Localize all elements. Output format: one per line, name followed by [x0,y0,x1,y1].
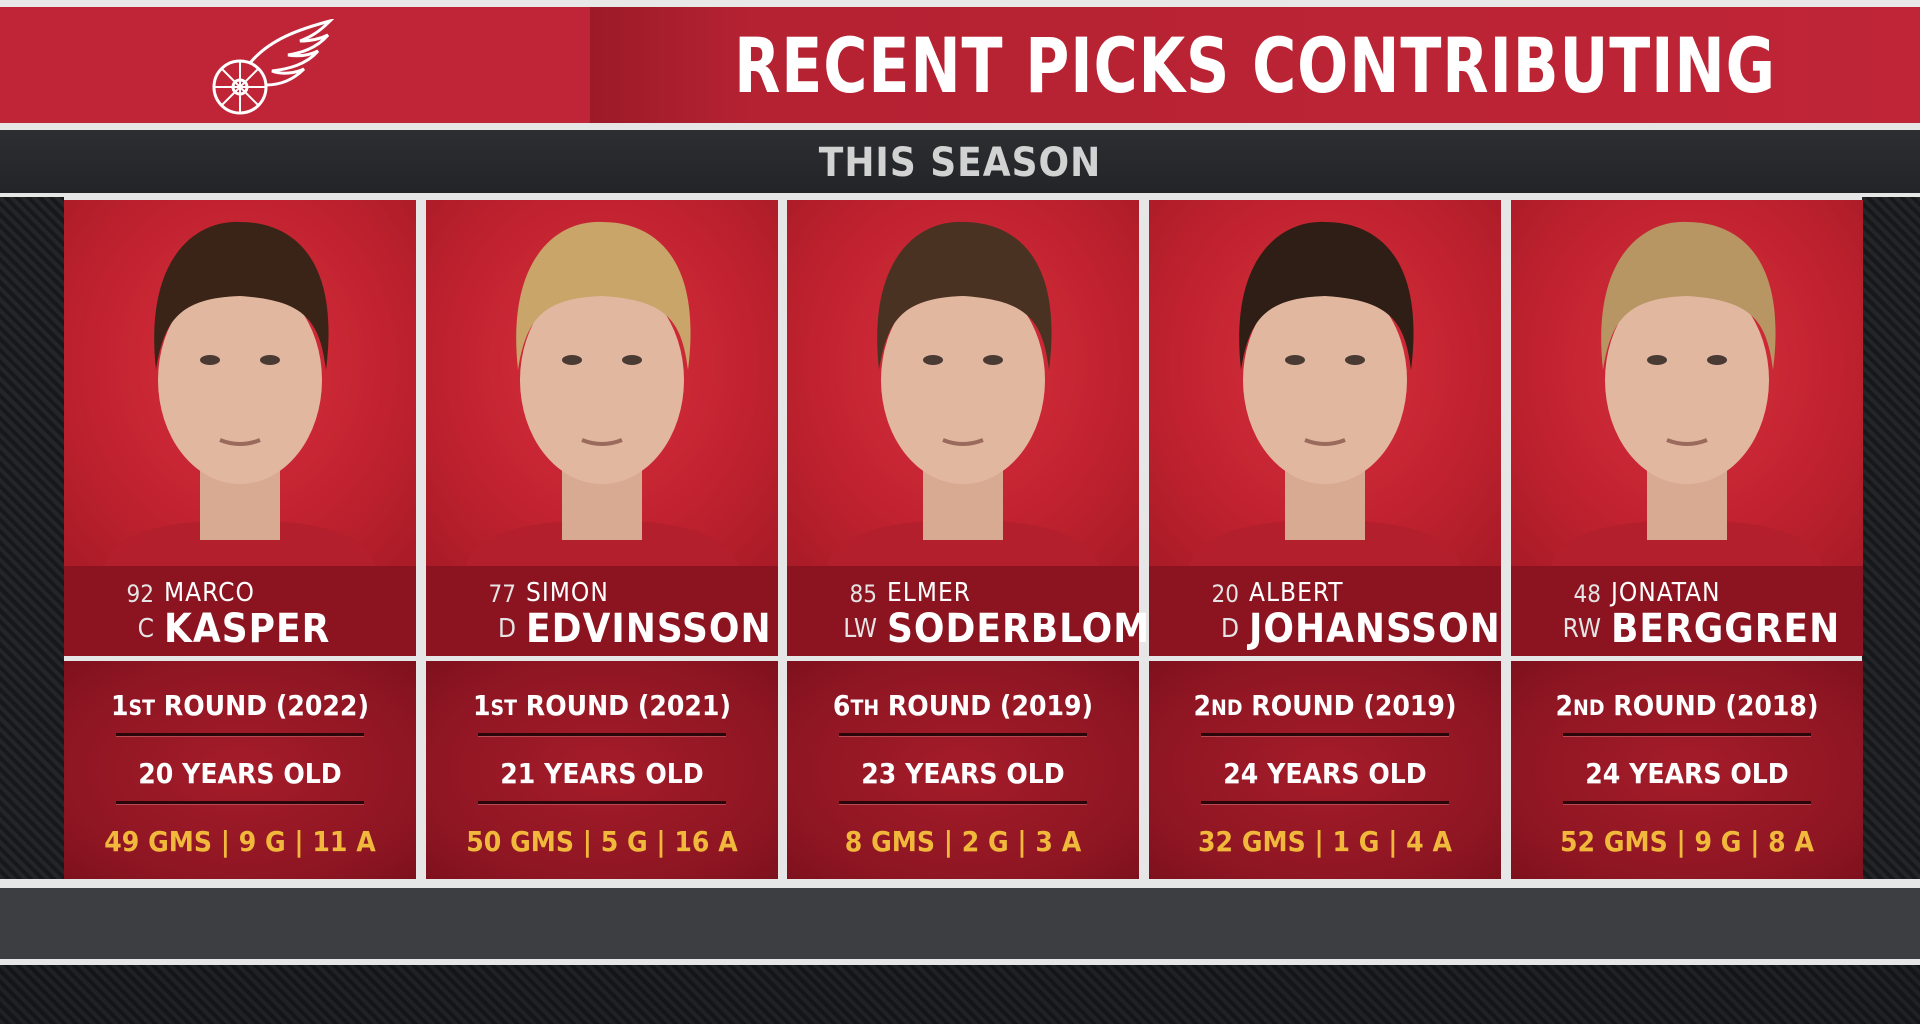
side-pattern-left [0,197,64,879]
jersey-number: 85 [849,580,877,608]
round-suffix: TH [850,696,880,720]
name-band: 20 D ALBERT JOHANSSON [1149,566,1501,656]
side-pattern-right [1862,197,1920,879]
draft-round: 2ND ROUND (2019) [1149,689,1501,722]
name-band: 77 D SIMON EDVINSSON [426,566,778,656]
player-photo [1511,200,1863,566]
divider [0,879,1920,888]
season-stats: 8 GMS | 2 G | 3 A [844,825,1082,858]
separator [1201,801,1449,805]
age: 21 YEARS OLD [500,757,704,790]
title-panel [590,7,1920,123]
subtitle: THIS SEASON [818,140,1102,186]
round-number: 2 [1555,689,1574,722]
separator [478,801,726,805]
round-number: 1 [111,689,129,722]
player-photo [64,200,416,566]
season-stats: 50 GMS | 5 G | 16 A [466,825,738,858]
stats-panel: 1ST ROUND (2021) 21 YEARS OLD 50 GMS | 5… [426,661,778,879]
name-band: 92 C MARCO KASPER [64,566,416,656]
first-name: SIMON [526,578,609,608]
subtitle-bar: THIS SEASON [0,130,1920,193]
separator [839,801,1087,805]
last-name: EDVINSSON [526,606,772,652]
page-title: RECENT PICKS CONTRIBUTING [734,21,1776,110]
season-stats: 49 GMS | 9 G | 11 A [104,825,376,858]
age: 23 YEARS OLD [861,757,1065,790]
separator [1563,733,1811,737]
round-text: ROUND (2021) [517,689,731,722]
draft-round: 6TH ROUND (2019) [787,689,1139,722]
stats-panel: 6TH ROUND (2019) 23 YEARS OLD 8 GMS | 2 … [787,661,1139,879]
round-suffix: ST [128,696,156,720]
season-stats: 52 GMS | 9 G | 8 A [1560,825,1814,858]
player-photo [787,200,1139,566]
separator [1563,801,1811,805]
last-name: JOHANSSON [1249,606,1501,652]
stats-panel: 2ND ROUND (2019) 24 YEARS OLD 32 GMS | 1… [1149,661,1501,879]
separator [116,801,364,805]
player-photo [426,200,778,566]
season-stats: 32 GMS | 1 G | 4 A [1198,825,1452,858]
round-suffix: ND [1211,696,1243,720]
round-suffix: ND [1573,696,1605,720]
player-card: 77 D SIMON EDVINSSON 1ST ROUND (2021) 21… [426,200,778,879]
player-cards: 92 C MARCO KASPER 1ST ROUND (2022) 20 YE… [64,197,1863,879]
bottom-pattern [0,965,1920,1024]
stats-panel: 1ST ROUND (2022) 20 YEARS OLD 49 GMS | 9… [64,661,416,879]
name-band: 85 LW ELMER SODERBLOM [787,566,1149,656]
first-name: ALBERT [1249,578,1344,608]
position: RW [1562,614,1601,644]
round-text: ROUND (2022) [155,689,369,722]
draft-round: 1ST ROUND (2021) [426,689,778,722]
last-name: SODERBLOM [887,606,1151,652]
header-banner: RECENT PICKS CONTRIBUTING [0,7,1920,123]
separator [1201,733,1449,737]
position: LW [843,614,877,644]
age: 24 YEARS OLD [1585,757,1789,790]
footer-bar [0,888,1920,959]
separator [478,733,726,737]
position: D [1220,614,1239,644]
divider [0,193,1920,197]
separator [839,733,1087,737]
player-card: 48 RW JONATAN BERGGREN 2ND ROUND (2018) … [1511,200,1863,879]
jersey-number: 77 [488,580,516,608]
first-name: ELMER [887,578,972,608]
separator [116,733,364,737]
draft-round: 2ND ROUND (2018) [1511,689,1863,722]
last-name: KASPER [164,606,331,652]
round-number: 1 [473,689,491,722]
player-photo [1149,200,1501,566]
last-name: BERGGREN [1611,606,1841,652]
first-name: MARCO [164,578,255,608]
round-text: ROUND (2019) [879,689,1094,722]
round-number: 6 [832,689,851,722]
divider [0,123,1920,130]
player-card: 85 LW ELMER SODERBLOM 6TH ROUND (2019) 2… [787,200,1149,879]
position: C [137,614,154,644]
player-card: 92 C MARCO KASPER 1ST ROUND (2022) 20 YE… [64,200,416,879]
red-wings-logo-icon [212,19,335,115]
round-text: ROUND (2019) [1242,689,1457,722]
position: D [497,614,516,644]
jersey-number: 48 [1573,580,1601,608]
round-text: ROUND (2018) [1604,689,1819,722]
divider [0,959,1920,965]
age: 24 YEARS OLD [1223,757,1427,790]
top-border [0,0,1920,7]
jersey-number: 20 [1211,580,1239,608]
stats-panel: 2ND ROUND (2018) 24 YEARS OLD 52 GMS | 9… [1511,661,1863,879]
name-band: 48 RW JONATAN BERGGREN [1511,566,1863,656]
jersey-number: 92 [126,580,154,608]
age: 20 YEARS OLD [138,757,342,790]
player-card: 20 D ALBERT JOHANSSON 2ND ROUND (2019) 2… [1149,200,1501,879]
first-name: JONATAN [1611,578,1721,608]
round-number: 2 [1193,689,1212,722]
draft-round: 1ST ROUND (2022) [64,689,416,722]
round-suffix: ST [490,696,518,720]
